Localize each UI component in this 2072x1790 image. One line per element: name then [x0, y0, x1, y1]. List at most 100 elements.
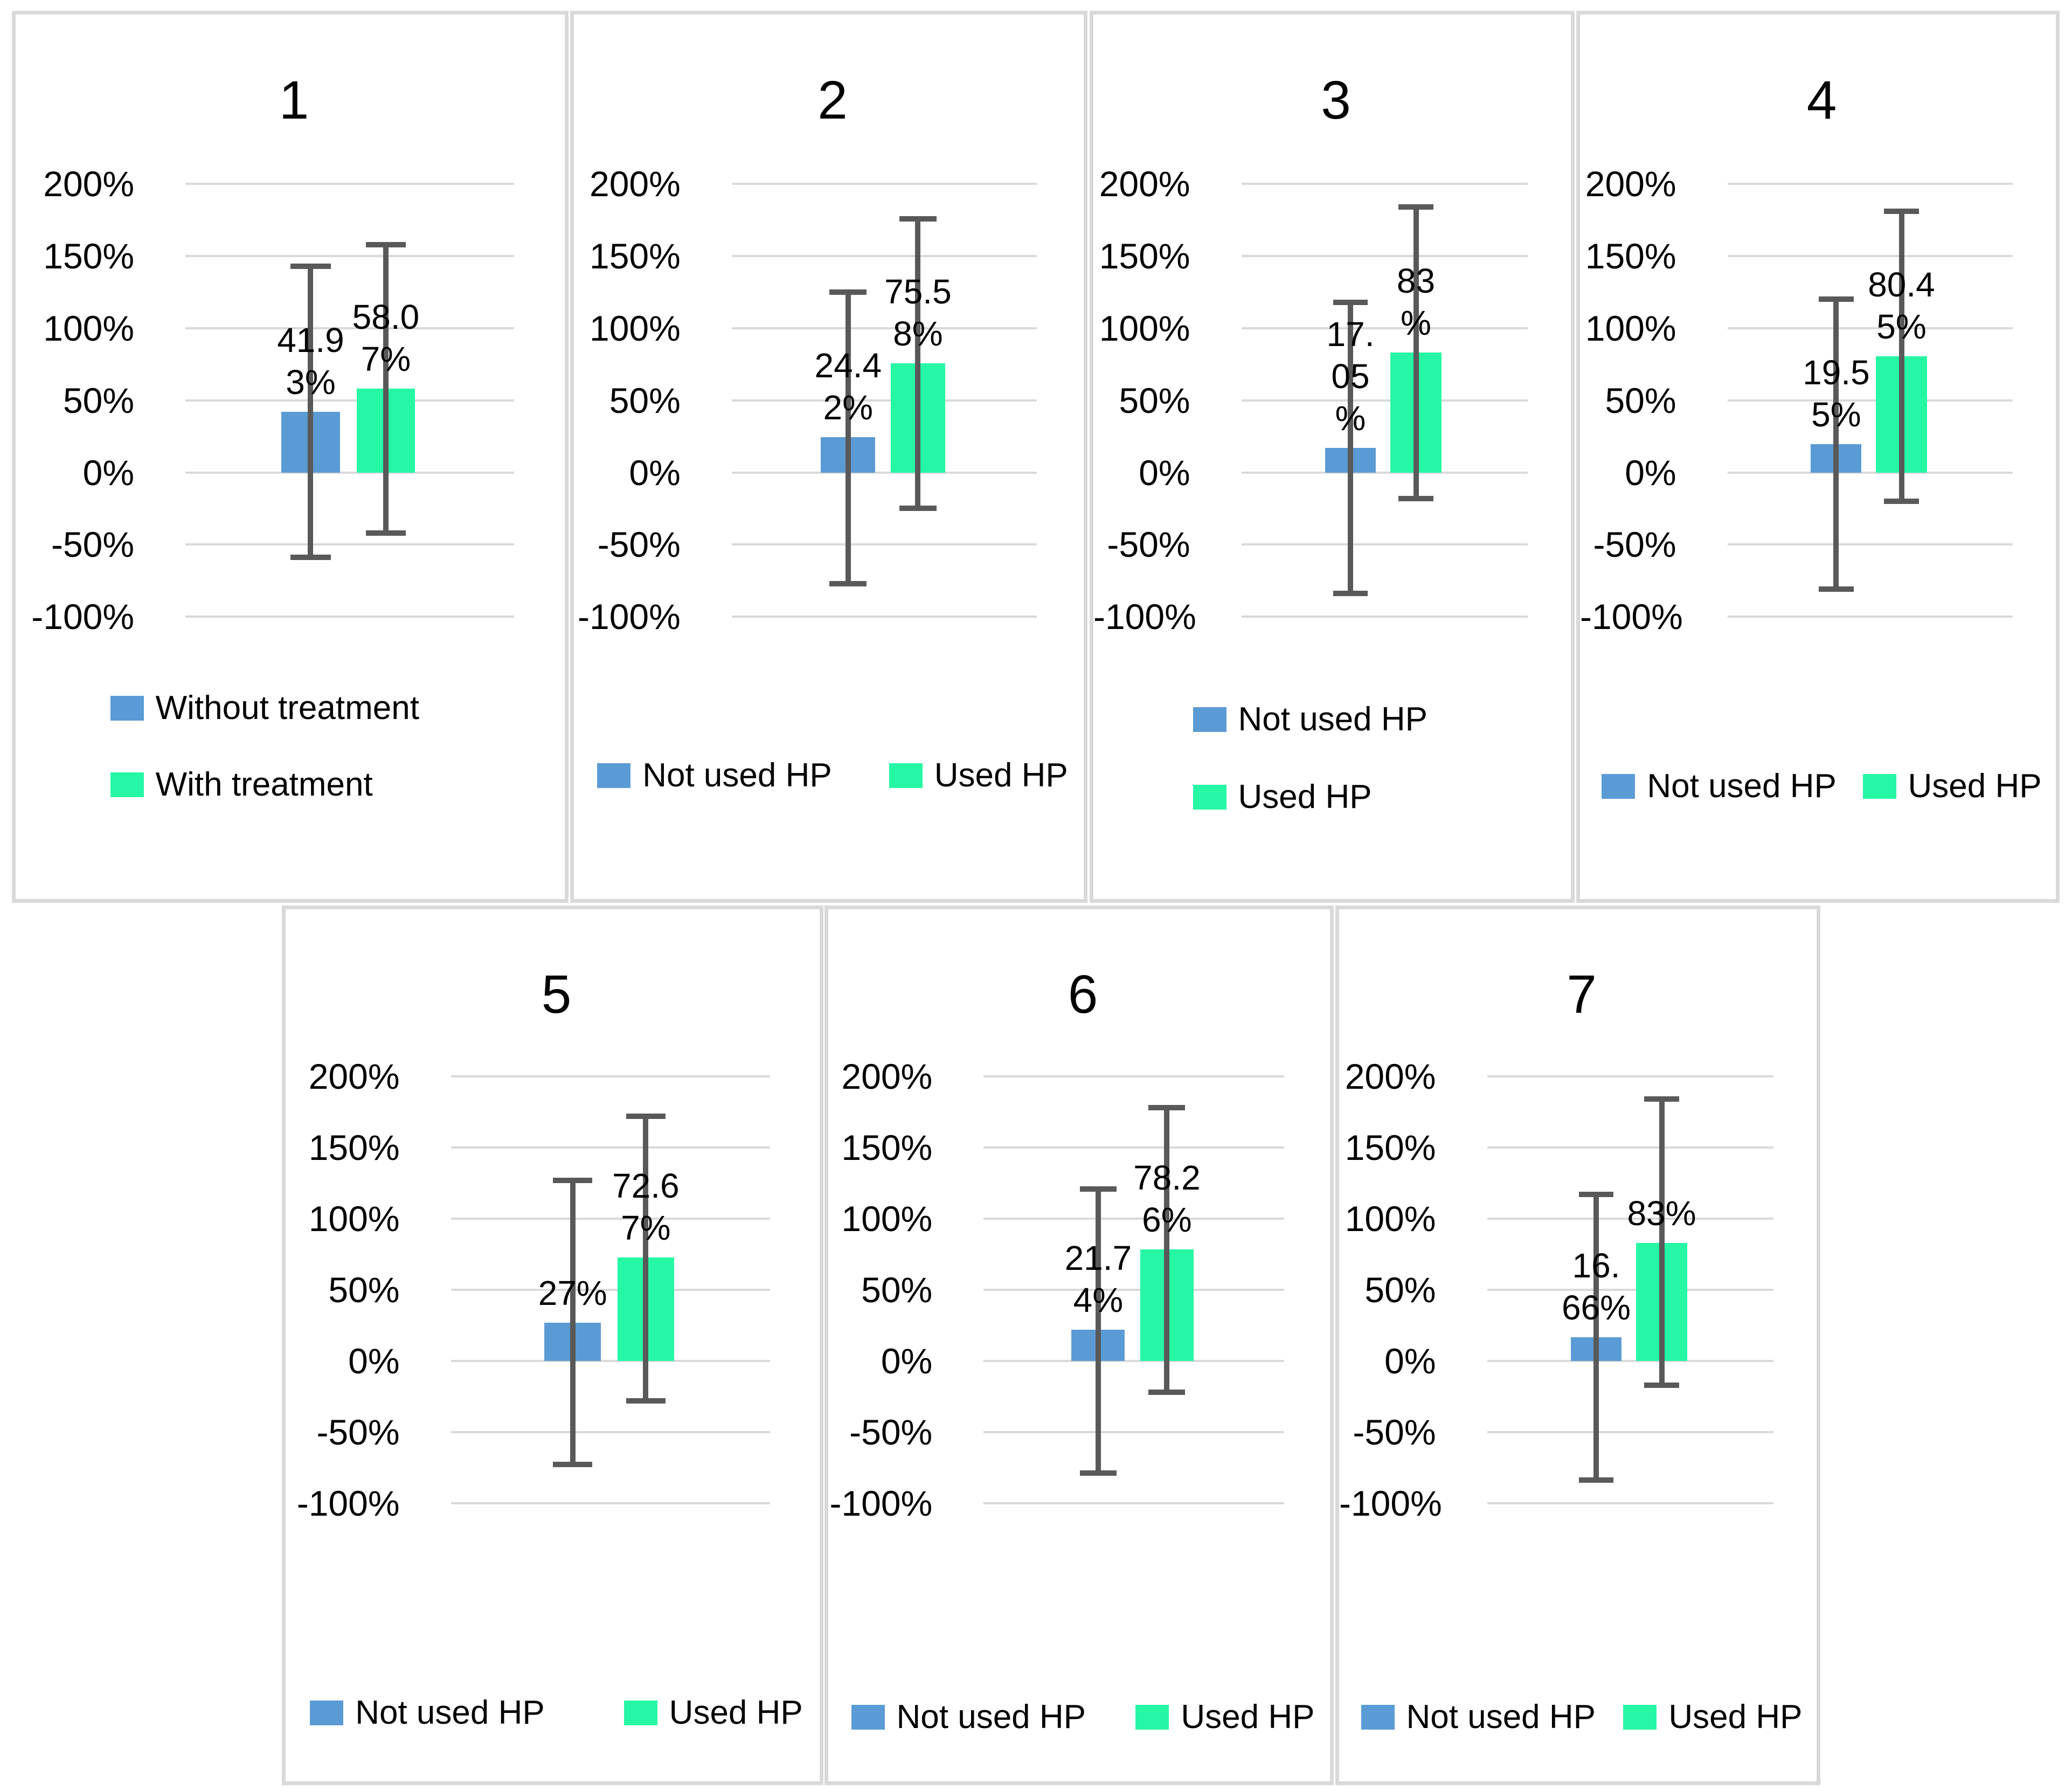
legend-label: Not used HP: [1238, 701, 1428, 738]
error-bar-not-used-hp: [1095, 1188, 1101, 1474]
legend-item: Not used HP: [1602, 764, 1837, 809]
bar-value-label-line: 17.: [1326, 314, 1375, 354]
error-bar-without-treatment: [308, 266, 314, 558]
error-bar-top-cap: [899, 216, 937, 222]
legend: Not used HP Used HP: [851, 1695, 1314, 1740]
legend-row-1: Without treatment: [110, 686, 419, 731]
gridline-50: [731, 399, 1037, 402]
gridline--50: [1727, 543, 2013, 546]
y-axis-tick-label: 0%: [348, 1340, 400, 1381]
bar-value-label-line: %: [1335, 398, 1366, 438]
bar-value-label-line: 4%: [1073, 1281, 1124, 1320]
chart-panel-1: 1 200% 150% 100% 50% 0% -50% -100% 41.9 3% 58.0 7% W…: [12, 11, 569, 903]
gridline--50: [451, 1430, 771, 1433]
y-axis-tick-label: 150%: [43, 236, 135, 277]
error-bar-bottom-cap: [1079, 1470, 1117, 1476]
bar-value-label: 72.6 7%: [592, 1165, 700, 1249]
bar-value-label-line: 80.4: [1868, 265, 1935, 305]
bar-value-label: 27%: [518, 1272, 627, 1314]
gridline-150: [185, 255, 514, 258]
error-bar-bottom-cap: [1398, 495, 1433, 501]
legend-label: Used HP: [1668, 1698, 1803, 1736]
error-bar-bottom-cap: [899, 506, 937, 512]
legend-swatch-green: [1135, 1705, 1169, 1730]
legend-row-2: Used HP: [1193, 775, 1372, 820]
y-axis-tick-label: -50%: [1107, 524, 1190, 565]
chart-title: 1: [279, 70, 309, 131]
error-bar-not-used-hp: [1833, 299, 1839, 590]
legend-item: Not used HP: [1193, 697, 1428, 742]
gridline-100: [451, 1217, 771, 1220]
legend-swatch-blue: [1193, 707, 1226, 732]
bar-value-label-line: 8%: [893, 314, 943, 354]
legend-swatch-green: [110, 772, 144, 797]
legend-label: Not used HP: [1406, 1698, 1596, 1736]
gridline-100: [1241, 327, 1528, 329]
bar-value-label: 19.5 5%: [1788, 351, 1884, 436]
error-bar-top-cap: [365, 241, 406, 247]
gridline-0: [185, 471, 514, 474]
y-axis-tick-label: 50%: [63, 380, 135, 420]
error-bar-used-hp: [643, 1116, 649, 1401]
error-bar-used-hp: [1659, 1099, 1665, 1385]
gridline-200: [185, 183, 514, 185]
gridline-200: [1487, 1075, 1773, 1078]
bar-value-label-line: 7%: [361, 340, 411, 379]
y-axis-tick-label: 150%: [308, 1128, 400, 1167]
chart-title: 4: [1806, 70, 1837, 131]
gridline--50: [731, 543, 1037, 546]
bar-value-label-line: 19.5: [1803, 353, 1870, 392]
y-axis-tick-label: 150%: [589, 236, 681, 277]
bar-value-label: 21.7 4%: [1047, 1237, 1149, 1321]
bar-value-label-line: 5%: [1811, 395, 1861, 434]
bar-value-label: 83%: [1368, 260, 1465, 344]
legend-item: Used HP: [1135, 1695, 1314, 1740]
legend-item: Not used HP: [310, 1690, 545, 1736]
gridline-200: [983, 1075, 1284, 1078]
y-axis-tick-label: 200%: [589, 164, 681, 204]
bar-value-label: 58.0 7%: [330, 296, 442, 380]
error-bar-bottom-cap: [626, 1398, 666, 1404]
bar-value-label-line: %: [1401, 303, 1431, 343]
y-axis-tick-label: 0%: [82, 452, 135, 493]
error-bar-with-treatment: [383, 244, 389, 533]
gridline--100: [451, 1502, 771, 1504]
error-bar-not-used-hp: [1348, 302, 1353, 594]
error-bar-not-used-hp: [1593, 1194, 1599, 1481]
legend-item: Used HP: [623, 1690, 803, 1736]
gridline-100: [731, 327, 1037, 329]
legend-swatch-green: [1623, 1705, 1657, 1730]
gridline--100: [185, 616, 514, 618]
y-axis-tick-label: -50%: [51, 524, 135, 565]
bar-value-label: 17. 05%: [1302, 313, 1399, 439]
y-axis-tick-label: 100%: [841, 1198, 933, 1239]
y-axis-tick-label: 100%: [1585, 308, 1676, 348]
gridline--50: [983, 1430, 1284, 1433]
error-bar-bottom-cap: [365, 530, 406, 536]
chart-title: 3: [1321, 70, 1351, 131]
legend-label: Used HP: [1908, 768, 2042, 805]
gridline-0: [1727, 471, 2013, 474]
y-axis-tick-label: -50%: [1593, 524, 1676, 565]
bar-value-label-line: 2%: [823, 388, 874, 427]
gridline-100: [185, 327, 514, 329]
bar-value-label-line: 6%: [1142, 1200, 1192, 1240]
error-bar-used-hp: [1898, 211, 1904, 502]
error-bar-bottom-cap: [1333, 591, 1368, 597]
chart-panel-7: 7 200% 150% 100% 50% 0% -50% -100% 16. 66% 83% Not …: [1335, 906, 1820, 1785]
gridline-150: [731, 255, 1037, 258]
error-bar-top-cap: [553, 1177, 592, 1183]
error-bar-used-hp: [915, 218, 921, 509]
error-bar-top-cap: [1644, 1096, 1679, 1102]
gridline-200: [1727, 183, 2013, 185]
error-bar-top-cap: [1578, 1192, 1614, 1198]
gridline-200: [731, 183, 1037, 185]
bar-value-label: 75.5 8%: [866, 271, 969, 355]
gridline-100: [1487, 1217, 1773, 1220]
gridline-50: [1241, 399, 1528, 402]
chart-title: 5: [541, 964, 572, 1025]
bar-value-label: 24.4 2%: [796, 344, 900, 429]
bar-value-label: 78.2 6%: [1116, 1157, 1218, 1241]
legend-swatch-green: [1193, 785, 1226, 810]
legend-swatch-blue: [110, 695, 144, 721]
